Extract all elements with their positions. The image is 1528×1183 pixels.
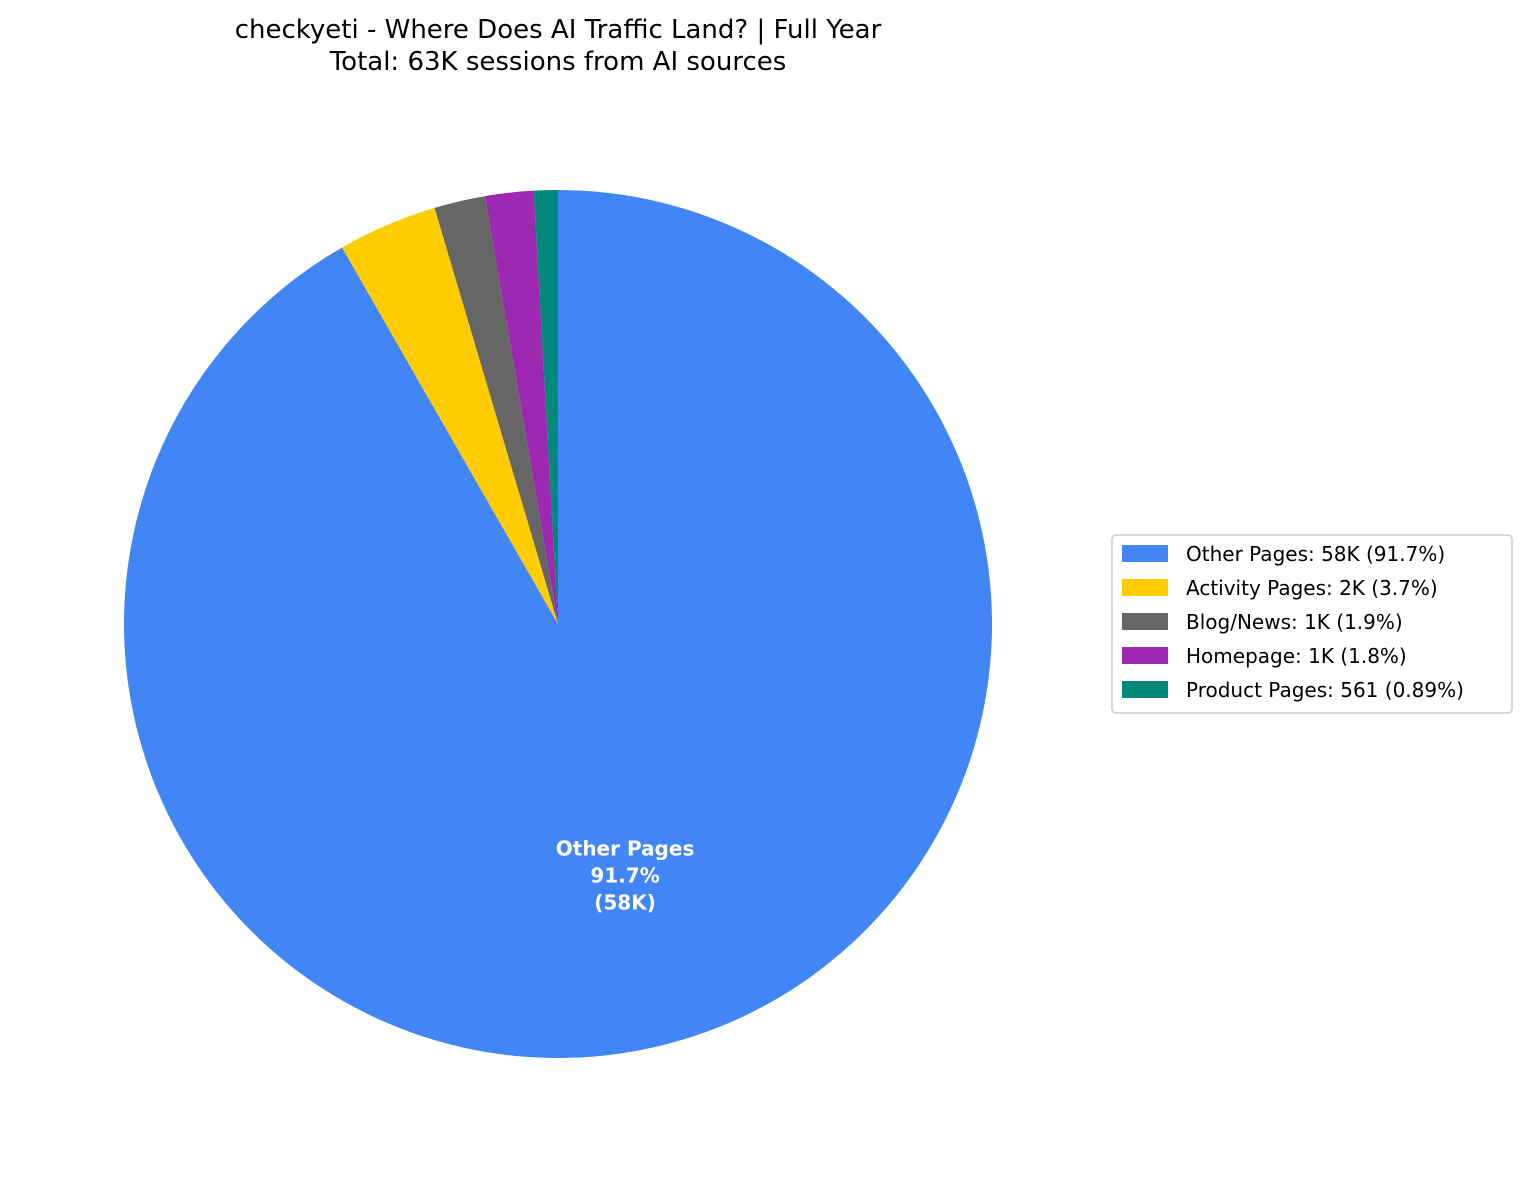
legend-label-activity-pages: Activity Pages: 2K (3.7%) (1186, 576, 1438, 600)
legend-swatch-product-pages (1122, 681, 1168, 698)
chart-subtitle: Total: 63K sessions from AI sources (329, 47, 787, 77)
legend-frame (1111, 534, 1513, 714)
legend-swatch-homepage (1122, 647, 1168, 664)
legend: Other Pages: 58K (91.7%) Activity Pages: … (1111, 534, 1513, 714)
pie-slice-blog-news (434, 196, 558, 624)
legend-swatch-other-pages (1122, 545, 1168, 562)
legend-swatch-activity-pages (1122, 579, 1168, 596)
legend-label-blog-news: Blog/News: 1K (1.9%) (1186, 610, 1403, 634)
slice-label-other-pages-line-2: 91.7% (590, 864, 659, 888)
legend-label-other-pages: Other Pages: 58K (91.7%) (1186, 542, 1445, 566)
chart-title: checkyeti - Where Does AI Traffic Land? … (235, 15, 882, 45)
legend-label-product-pages: Product Pages: 561 (0.89%) (1186, 678, 1464, 702)
legend-swatch-blog-news (1122, 613, 1168, 630)
pie-slice-other-pages (124, 190, 992, 1059)
pie-slice-homepage (484, 190, 558, 625)
pie-slice-activity-pages (342, 207, 558, 624)
slice-label-other-pages-line-3: (58K) (594, 891, 656, 915)
slice-label-other-pages-line-1: Other Pages (556, 837, 695, 861)
pie-slice-product-pages (533, 190, 558, 624)
legend-label-homepage: Homepage: 1K (1.8%) (1186, 644, 1407, 668)
pie-slice-labels: Other Pages 91.7% (58K) (556, 837, 695, 915)
pie-slices (124, 190, 992, 1059)
